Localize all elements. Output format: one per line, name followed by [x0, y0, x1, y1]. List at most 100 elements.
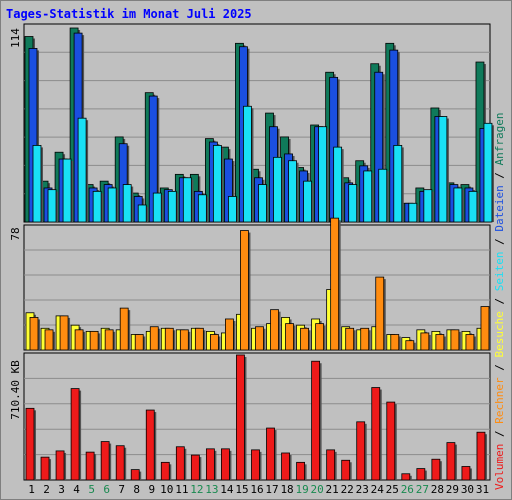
bar-rechner-day-31 [480, 306, 490, 351]
x-tick-label-day-9: 9 [148, 483, 155, 496]
bar-rechner-day-10 [164, 327, 174, 351]
bar-rechner-day-16 [255, 326, 264, 351]
x-tick-label-day-24: 24 [371, 483, 385, 496]
bar-seiten-day-26 [408, 202, 418, 223]
bar-volumen-day-28 [431, 458, 441, 481]
bar-volumen-day-19 [296, 461, 305, 481]
x-tick-label-day-1: 1 [28, 483, 35, 496]
bar-seiten-day-30 [468, 190, 478, 223]
bar-volumen-day-11 [175, 446, 185, 481]
x-tick-label-day-25: 25 [386, 483, 399, 496]
bar-rechner-day-25 [390, 334, 400, 351]
bar-rechner-day-12 [194, 327, 204, 351]
panel-hits-max-label: 114 [9, 28, 22, 48]
panel-visits-max-label: 78 [9, 227, 22, 240]
bar-rechner-day-26 [405, 340, 415, 351]
x-tick-label-day-29: 29 [446, 483, 459, 496]
bar-volumen-day-24 [371, 387, 381, 481]
bar-seiten-day-14 [228, 196, 237, 223]
x-tick-label-day-26: 26 [401, 483, 414, 496]
bar-seiten-day-18 [288, 160, 297, 223]
legend-anfragen: Anfragen [493, 112, 506, 165]
bar-volumen-day-20 [311, 360, 321, 481]
x-axis-labels: 1 2 3 4 5 6 7 8 9 10 11 12 13 14 15 16 17 18 19 20 21 22 23 24 2… [28, 483, 489, 496]
bar-volumen-day-27 [416, 468, 426, 481]
bar-seiten-day-22 [348, 184, 358, 223]
legend-sep: / [493, 358, 506, 378]
bar-rechner-day-22 [345, 327, 355, 351]
x-tick-label-day-18: 18 [280, 483, 293, 496]
bar-rechner-day-3 [59, 315, 69, 351]
bar-volumen-day-1 [25, 407, 35, 481]
bar-rechner-day-4 [74, 329, 84, 351]
legend-volumen: Volumen [493, 444, 506, 490]
bar-volumen-day-15 [236, 354, 245, 481]
legend-seiten: Seiten [493, 252, 506, 292]
bar-rechner-day-29 [450, 329, 460, 351]
bar-seiten-day-27 [423, 189, 433, 223]
bar-seiten-day-9 [152, 192, 162, 223]
bar-rechner-day-17 [270, 309, 279, 351]
bar-rechner-day-13 [209, 334, 219, 351]
x-tick-label-day-10: 10 [160, 483, 173, 496]
bar-rechner-day-18 [285, 323, 294, 351]
x-tick-label-day-30: 30 [461, 483, 474, 496]
bar-volumen-day-14 [221, 448, 230, 481]
bar-volumen-day-10 [160, 461, 170, 481]
svg-text:Volumen / Rechner / Besuche /: Volumen / Rechner / Besuche / Seiten / D… [493, 112, 506, 490]
bar-seiten-day-17 [273, 156, 282, 223]
bar-volumen-day-29 [446, 442, 456, 481]
bar-volumen-day-22 [341, 459, 351, 481]
legend-sep: / [493, 232, 506, 252]
bar-volumen-day-17 [266, 427, 275, 481]
bar-volumen-day-13 [205, 448, 215, 481]
chart-title: Tages-Statistik im Monat Juli 2025 [6, 7, 252, 21]
legend-sep: / [493, 165, 506, 185]
x-tick-label-day-8: 8 [133, 483, 140, 496]
bar-volumen-day-18 [281, 452, 290, 481]
bar-volumen-day-31 [476, 431, 486, 481]
bar-seiten-day-29 [453, 187, 463, 223]
bar-rechner-day-28 [435, 334, 445, 351]
bar-seiten-day-15 [243, 105, 252, 223]
bar-seiten-day-13 [212, 145, 222, 223]
legend-sep: / [493, 291, 506, 311]
bar-rechner-day-14 [225, 318, 234, 351]
bar-rechner-day-15 [240, 230, 249, 351]
bar-seiten-day-10 [167, 190, 177, 223]
bar-rechner-day-20 [315, 323, 325, 351]
x-tick-label-day-6: 6 [103, 483, 110, 496]
x-tick-label-day-16: 16 [250, 483, 263, 496]
bar-volumen-day-30 [461, 466, 471, 481]
bar-volumen-day-5 [85, 451, 95, 481]
bar-seiten-day-3 [62, 158, 72, 223]
bar-seiten-day-20 [318, 126, 328, 223]
legend-sep: / [493, 424, 506, 444]
bar-rechner-day-2 [44, 329, 54, 351]
bar-seiten-day-6 [107, 187, 117, 223]
x-tick-label-day-13: 13 [205, 483, 218, 496]
bar-seiten-day-5 [92, 190, 102, 223]
bar-volumen-day-8 [130, 469, 140, 481]
bar-rechner-day-27 [420, 332, 430, 351]
bar-volumen-day-7 [115, 445, 125, 481]
bar-seiten-day-23 [363, 170, 373, 223]
bar-rechner-day-21 [330, 217, 340, 351]
bar-seiten-day-31 [483, 122, 493, 223]
bar-volumen-day-9 [145, 409, 155, 481]
bar-seiten-day-28 [438, 116, 448, 223]
x-tick-label-day-3: 3 [58, 483, 65, 496]
bar-volumen-day-21 [326, 449, 336, 481]
bar-seiten-day-12 [197, 194, 207, 223]
legend-besuche: Besuche [493, 311, 506, 357]
x-tick-label-day-23: 23 [356, 483, 369, 496]
bar-seiten-day-2 [47, 189, 57, 223]
bar-volumen-day-26 [401, 473, 411, 481]
x-tick-label-day-21: 21 [326, 483, 339, 496]
x-tick-label-day-27: 27 [416, 483, 429, 496]
x-tick-label-day-11: 11 [175, 483, 188, 496]
bar-volumen-day-4 [70, 388, 80, 481]
x-tick-label-day-5: 5 [88, 483, 95, 496]
x-tick-label-day-14: 14 [220, 483, 234, 496]
bar-volumen-day-23 [356, 421, 366, 481]
